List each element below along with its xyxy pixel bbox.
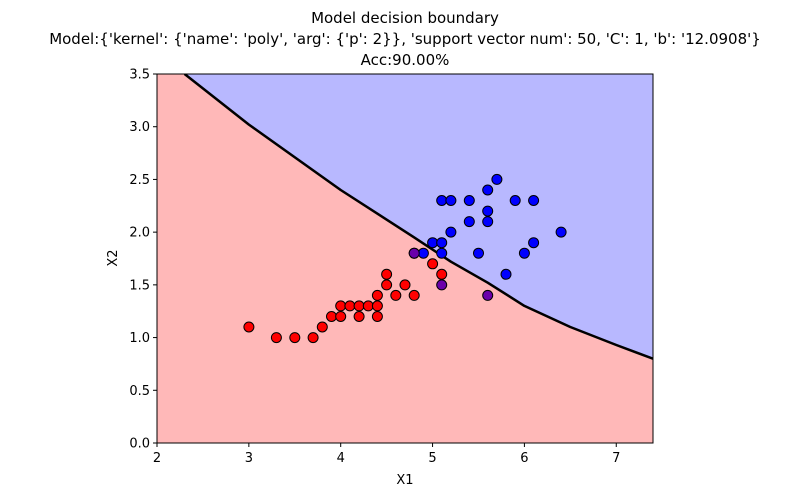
y-tick-label: 2.5 [129, 173, 150, 188]
point-class_red [243, 321, 255, 333]
data-points [243, 173, 567, 344]
y-tick-label: 0.0 [129, 437, 150, 452]
point-class_blue [436, 247, 448, 259]
point-class_blue [482, 205, 494, 217]
point-class_red [335, 311, 347, 322]
y-tick-label: 1.5 [129, 278, 150, 293]
point-class_blue [555, 226, 567, 238]
point-class_red [362, 300, 374, 312]
point-class_red [371, 311, 383, 322]
y-axis-ticks: 0.0 0.5 1.0 1.5 2.0 2.5 3.0 3.5 [129, 68, 157, 452]
y-tick-label: 3.5 [129, 68, 150, 83]
point-class_blue [482, 184, 494, 196]
point-class_blue [528, 237, 540, 249]
point-class_red [381, 268, 393, 280]
point-class_misclassified [482, 289, 494, 301]
point-class_red [289, 332, 301, 344]
point-class_blue [427, 237, 439, 249]
point-class_blue [463, 216, 475, 228]
point-class_red [427, 258, 439, 270]
point-class_blue [473, 247, 484, 259]
point-class_red [316, 321, 328, 333]
point-class_blue [482, 216, 494, 228]
point-class_red [381, 279, 393, 291]
point-class_blue [463, 195, 475, 206]
x-axis-ticks: 2 3 4 5 6 7 [153, 443, 620, 466]
point-class_blue [509, 195, 521, 206]
point-class_red [307, 332, 319, 344]
point-class_blue [445, 226, 457, 238]
chart-title: Model decision boundary [311, 9, 499, 27]
chart-subtitle-model: Model:{'kernel': {'name': 'poly', 'arg':… [49, 30, 761, 48]
point-class_red [399, 279, 411, 291]
point-class_red [408, 289, 420, 301]
decision-regions [157, 74, 653, 443]
point-class_blue [445, 195, 457, 206]
y-tick-label: 2.0 [129, 226, 150, 241]
x-tick-label: 4 [337, 451, 345, 466]
point-class_red [390, 289, 402, 301]
point-class_blue [436, 237, 448, 249]
point-class_blue [518, 247, 530, 259]
point-class_misclassified [436, 279, 448, 291]
plot-frame [156, 73, 654, 444]
y-axis-label: X2 [106, 249, 121, 266]
point-class_red [326, 311, 337, 322]
point-class_blue [491, 173, 503, 185]
y-tick-label: 3.0 [129, 120, 150, 135]
point-class_blue [500, 268, 512, 280]
point-class_red [270, 332, 282, 344]
point-class_red [335, 300, 347, 312]
boundary-line [183, 74, 653, 360]
point-class_misclassified [408, 247, 420, 259]
point-class_red [353, 300, 365, 312]
point-class_blue [528, 195, 540, 206]
point-class_red [371, 289, 383, 301]
y-tick-label: 0.5 [129, 384, 150, 399]
point-class_red [371, 300, 383, 312]
x-axis-label: X1 [396, 473, 413, 488]
point-class_red [436, 268, 448, 280]
point-class_red [353, 311, 365, 322]
upper-region [184, 74, 653, 359]
x-tick-label: 3 [245, 451, 253, 466]
point-class_red [344, 300, 356, 312]
point-class_blue [417, 247, 429, 259]
decision-boundary [183, 74, 653, 360]
x-tick-label: 5 [428, 451, 436, 466]
y-tick-label: 1.0 [129, 331, 150, 346]
x-tick-label: 7 [612, 451, 620, 466]
x-tick-label: 6 [520, 451, 528, 466]
chart-subtitle-accuracy: Acc:90.00% [361, 51, 450, 69]
x-tick-label: 2 [153, 451, 161, 466]
point-class_blue [436, 195, 448, 206]
plot-area [156, 73, 654, 444]
